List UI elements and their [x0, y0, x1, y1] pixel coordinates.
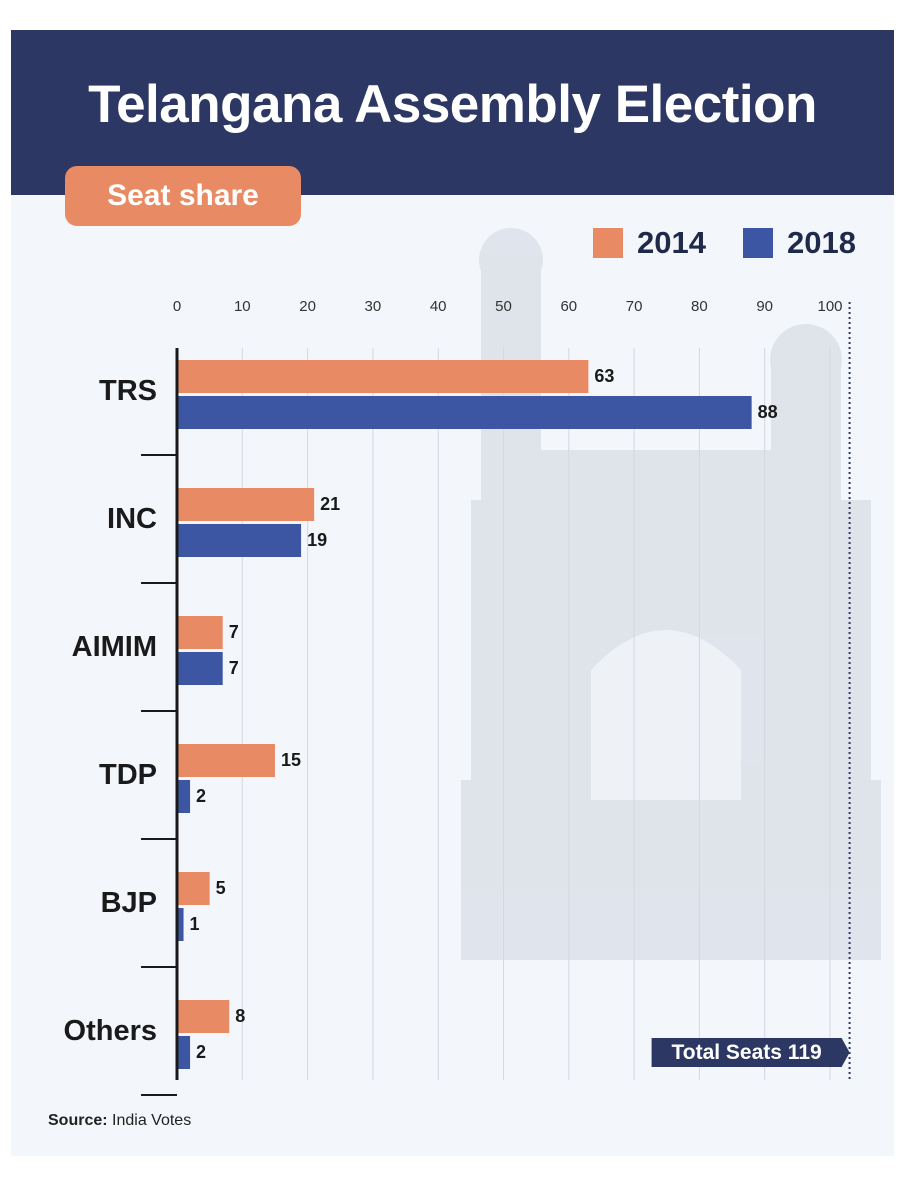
total-seats-tag: [651, 1038, 850, 1067]
bar-tdp-2014: [177, 744, 275, 777]
bar-bjp-2018: [177, 908, 184, 941]
x-tick-label-50: 50: [495, 298, 512, 315]
category-label-trs: TRS: [99, 375, 157, 407]
data-label-trs-2014: 63: [594, 366, 614, 386]
infographic-card: Telangana Assembly Election Seat share 2…: [11, 30, 894, 1156]
x-tick-label-30: 30: [365, 298, 382, 315]
header-banner: Telangana Assembly Election: [11, 30, 894, 195]
category-label-bjp: BJP: [101, 887, 157, 919]
x-tick-label-0: 0: [173, 298, 181, 315]
legend-swatch-2018: [743, 228, 773, 258]
source-note: Source: India Votes: [48, 1112, 191, 1130]
bar-aimim-2018: [177, 652, 223, 685]
category-label-aimim: AIMIM: [72, 631, 157, 663]
data-label-others-2018: 2: [196, 1042, 206, 1062]
page-title: Telangana Assembly Election: [88, 75, 817, 134]
category-label-others: Others: [64, 1015, 157, 1047]
x-tick-label-20: 20: [299, 298, 316, 315]
category-label-tdp: TDP: [99, 759, 157, 791]
bar-bjp-2014: [177, 872, 210, 905]
legend-item-2014: 2014: [593, 225, 706, 260]
source-value: India Votes: [112, 1112, 192, 1129]
bar-inc-2018: [177, 524, 302, 557]
x-tick-label-70: 70: [626, 298, 643, 315]
x-tick-label-40: 40: [430, 298, 447, 315]
x-tick-label-100: 100: [817, 298, 842, 315]
data-label-trs-2018: 88: [758, 402, 778, 422]
data-label-tdp-2014: 15: [281, 750, 301, 770]
bar-aimim-2014: [177, 616, 223, 649]
bar-trs-2018: [177, 396, 752, 429]
x-tick-label-10: 10: [234, 298, 251, 315]
x-tick-label-90: 90: [756, 298, 773, 315]
bar-trs-2014: [177, 360, 589, 393]
data-label-tdp-2018: 2: [196, 786, 206, 806]
x-tick-label-60: 60: [560, 298, 577, 315]
charminar-background-illustration: [461, 228, 881, 960]
data-label-aimim-2018: 7: [229, 658, 239, 678]
bar-tdp-2018: [177, 780, 191, 813]
legend-item-2018: 2018: [743, 225, 856, 260]
data-label-bjp-2014: 5: [216, 878, 226, 898]
bar-inc-2014: [177, 488, 315, 521]
total-seats-label: Total Seats 119: [671, 1041, 821, 1064]
legend-swatch-2014: [593, 228, 623, 258]
source-label: Source:: [48, 1112, 108, 1129]
data-label-inc-2018: 19: [307, 530, 327, 550]
seat-share-badge: Seat share: [65, 166, 301, 226]
seat-share-bar-chart: 0 10 20 30 40 50 60 70 80 90 1006388TRS2119INC77AI…: [64, 298, 851, 1096]
data-label-bjp-2018: 1: [190, 914, 200, 934]
x-tick-label-80: 80: [691, 298, 708, 315]
legend-label-2014: 2014: [637, 225, 706, 260]
data-label-inc-2014: 21: [320, 494, 340, 514]
bar-others-2018: [177, 1036, 191, 1069]
category-label-inc: INC: [107, 503, 157, 535]
data-label-aimim-2014: 7: [229, 622, 239, 642]
legend-label-2018: 2018: [787, 225, 856, 260]
bar-others-2014: [177, 1000, 230, 1033]
data-label-others-2014: 8: [235, 1006, 245, 1026]
